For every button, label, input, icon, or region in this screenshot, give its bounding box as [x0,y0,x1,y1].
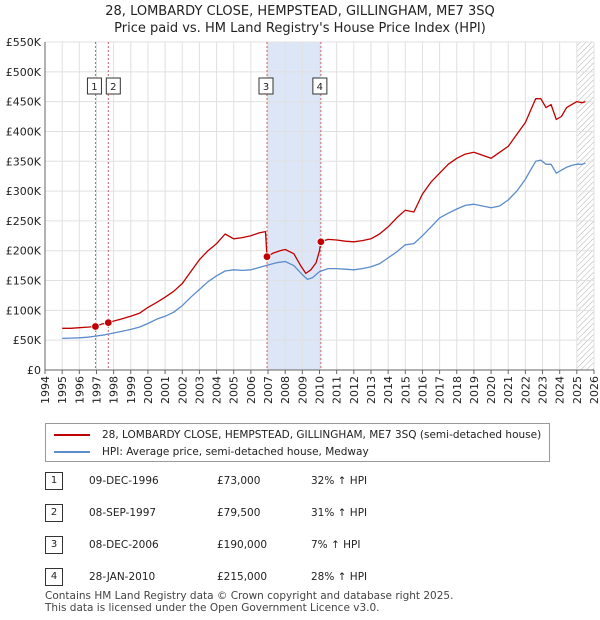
x-tick-label: 2024 [554,376,567,404]
sale-row: 1 09-DEC-1996 £73,000 32% ↑ HPI [45,472,555,492]
y-tick-label: £50K [13,334,42,347]
y-tick-label: £550K [6,36,42,49]
legend: 28, LOMBARDY CLOSE, HEMPSTEAD, GILLINGHA… [45,423,550,462]
x-tick-label: 2006 [245,376,258,404]
x-tick-label: 2008 [279,376,292,404]
sale-marker-label: 3 [263,82,269,93]
sale-number-badge: 1 [45,472,63,490]
legend-label-property: 28, LOMBARDY CLOSE, HEMPSTEAD, GILLINGHA… [102,429,542,441]
sale-marker-label: 4 [317,82,323,93]
sale-date: 09-DEC-1996 [89,475,159,487]
sale-price: £215,000 [217,571,268,583]
sale-marker-box [258,77,274,95]
x-tick-label: 2018 [451,376,464,404]
x-tick-label: 2002 [176,376,189,404]
x-tick-label: 2010 [314,376,327,404]
x-tick-label: 1996 [73,376,86,404]
y-tick-label: £350K [6,155,42,168]
sale-marker-box [86,77,102,95]
x-tick-label: 2003 [193,376,206,404]
future-hatch [576,42,594,370]
footer-line2: This data is licensed under the Open Gov… [45,602,380,614]
x-tick-label: 2004 [211,376,224,404]
y-tick-label: £0 [27,364,41,377]
y-tick-label: £300K [6,185,42,198]
x-tick-label: 2013 [365,376,378,404]
x-tick-label: 2001 [159,376,172,404]
x-tick-label: 1998 [108,376,121,404]
x-tick-label: 2007 [262,376,275,404]
hpi-line [62,159,586,340]
legend-label-hpi: HPI: Average price, semi-detached house,… [102,446,369,458]
x-tick-label: 2012 [348,376,361,404]
x-tick-label: 1994 [39,376,52,404]
legend-item-property: 28, LOMBARDY CLOSE, HEMPSTEAD, GILLINGHA… [54,427,541,443]
y-tick-label: £100K [6,304,42,317]
x-tick-label: 2011 [331,376,344,404]
sale-marker-box [105,77,121,95]
highlight-band [267,42,321,370]
y-tick-label: £500K [6,66,42,79]
sale-row: 4 28-JAN-2010 £215,000 28% ↑ HPI [45,568,555,588]
sale-hpi-diff: 28% ↑ HPI [311,571,368,583]
x-tick-label: 2016 [416,376,429,404]
sale-point [104,318,113,327]
legend-swatch-property [54,434,90,436]
sale-number-badge: 2 [45,504,63,522]
sale-number-badge: 3 [45,536,63,554]
legend-item-hpi: HPI: Average price, semi-detached house,… [54,444,369,460]
sale-price: £73,000 [217,475,261,487]
sale-row: 2 08-SEP-1997 £79,500 31% ↑ HPI [45,504,555,524]
footer-line1: Contains HM Land Registry data © Crown c… [45,590,454,602]
chart-title-line2: Price paid vs. HM Land Registry's House … [114,21,486,36]
sale-price: £190,000 [217,539,268,551]
x-tick-label: 2022 [519,376,532,404]
sale-date: 08-DEC-2006 [89,539,159,551]
x-tick-label: 2014 [382,376,395,404]
x-tick-label: 2021 [502,376,515,404]
x-tick-label: 2017 [434,376,447,404]
sale-marker-label: 2 [110,82,116,93]
footer: Contains HM Land Registry data © Crown c… [45,590,453,614]
x-tick-label: 1999 [125,376,138,404]
x-tick-label: 2000 [142,376,155,404]
y-tick-label: £250K [6,215,42,228]
x-tick-label: 2009 [296,376,309,404]
sale-point [316,237,326,246]
x-tick-label: 2019 [468,376,481,404]
x-tick-label: 2025 [571,376,584,404]
x-tick-label: 2023 [537,376,550,404]
y-tick-label: £400K [6,125,42,138]
sale-date: 08-SEP-1997 [89,507,157,519]
x-tick-label: 2005 [228,376,241,404]
y-tick-label: £450K [6,96,42,109]
y-tick-label: £150K [6,275,42,288]
x-tick-label: 2015 [399,376,412,404]
sale-point [91,322,100,331]
sale-price: £79,500 [217,507,261,519]
sale-date: 28-JAN-2010 [89,571,156,583]
x-tick-label: 2026 [588,376,600,404]
sale-marker-label: 1 [91,82,97,93]
chart-title-line1: 28, LOMBARDY CLOSE, HEMPSTEAD, GILLINGHA… [105,4,495,19]
sale-number-badge: 4 [45,568,63,586]
x-tick-label: 1995 [56,376,69,404]
sale-hpi-diff: 31% ↑ HPI [311,507,368,519]
sale-hpi-diff: 7% ↑ HPI [311,539,361,551]
legend-swatch-hpi [54,451,90,453]
sale-row: 3 08-DEC-2006 £190,000 7% ↑ HPI [45,536,555,556]
x-tick-label: 1997 [90,376,103,404]
sale-hpi-diff: 32% ↑ HPI [311,475,368,487]
sale-point [262,252,272,261]
x-tick-label: 2020 [485,376,498,404]
y-tick-label: £200K [6,245,42,258]
sale-marker-box [312,77,328,95]
chart-svg: 1 2 3 4 £0 £50K £100K £150K £200K £250K £300K £350… [6,36,600,404]
